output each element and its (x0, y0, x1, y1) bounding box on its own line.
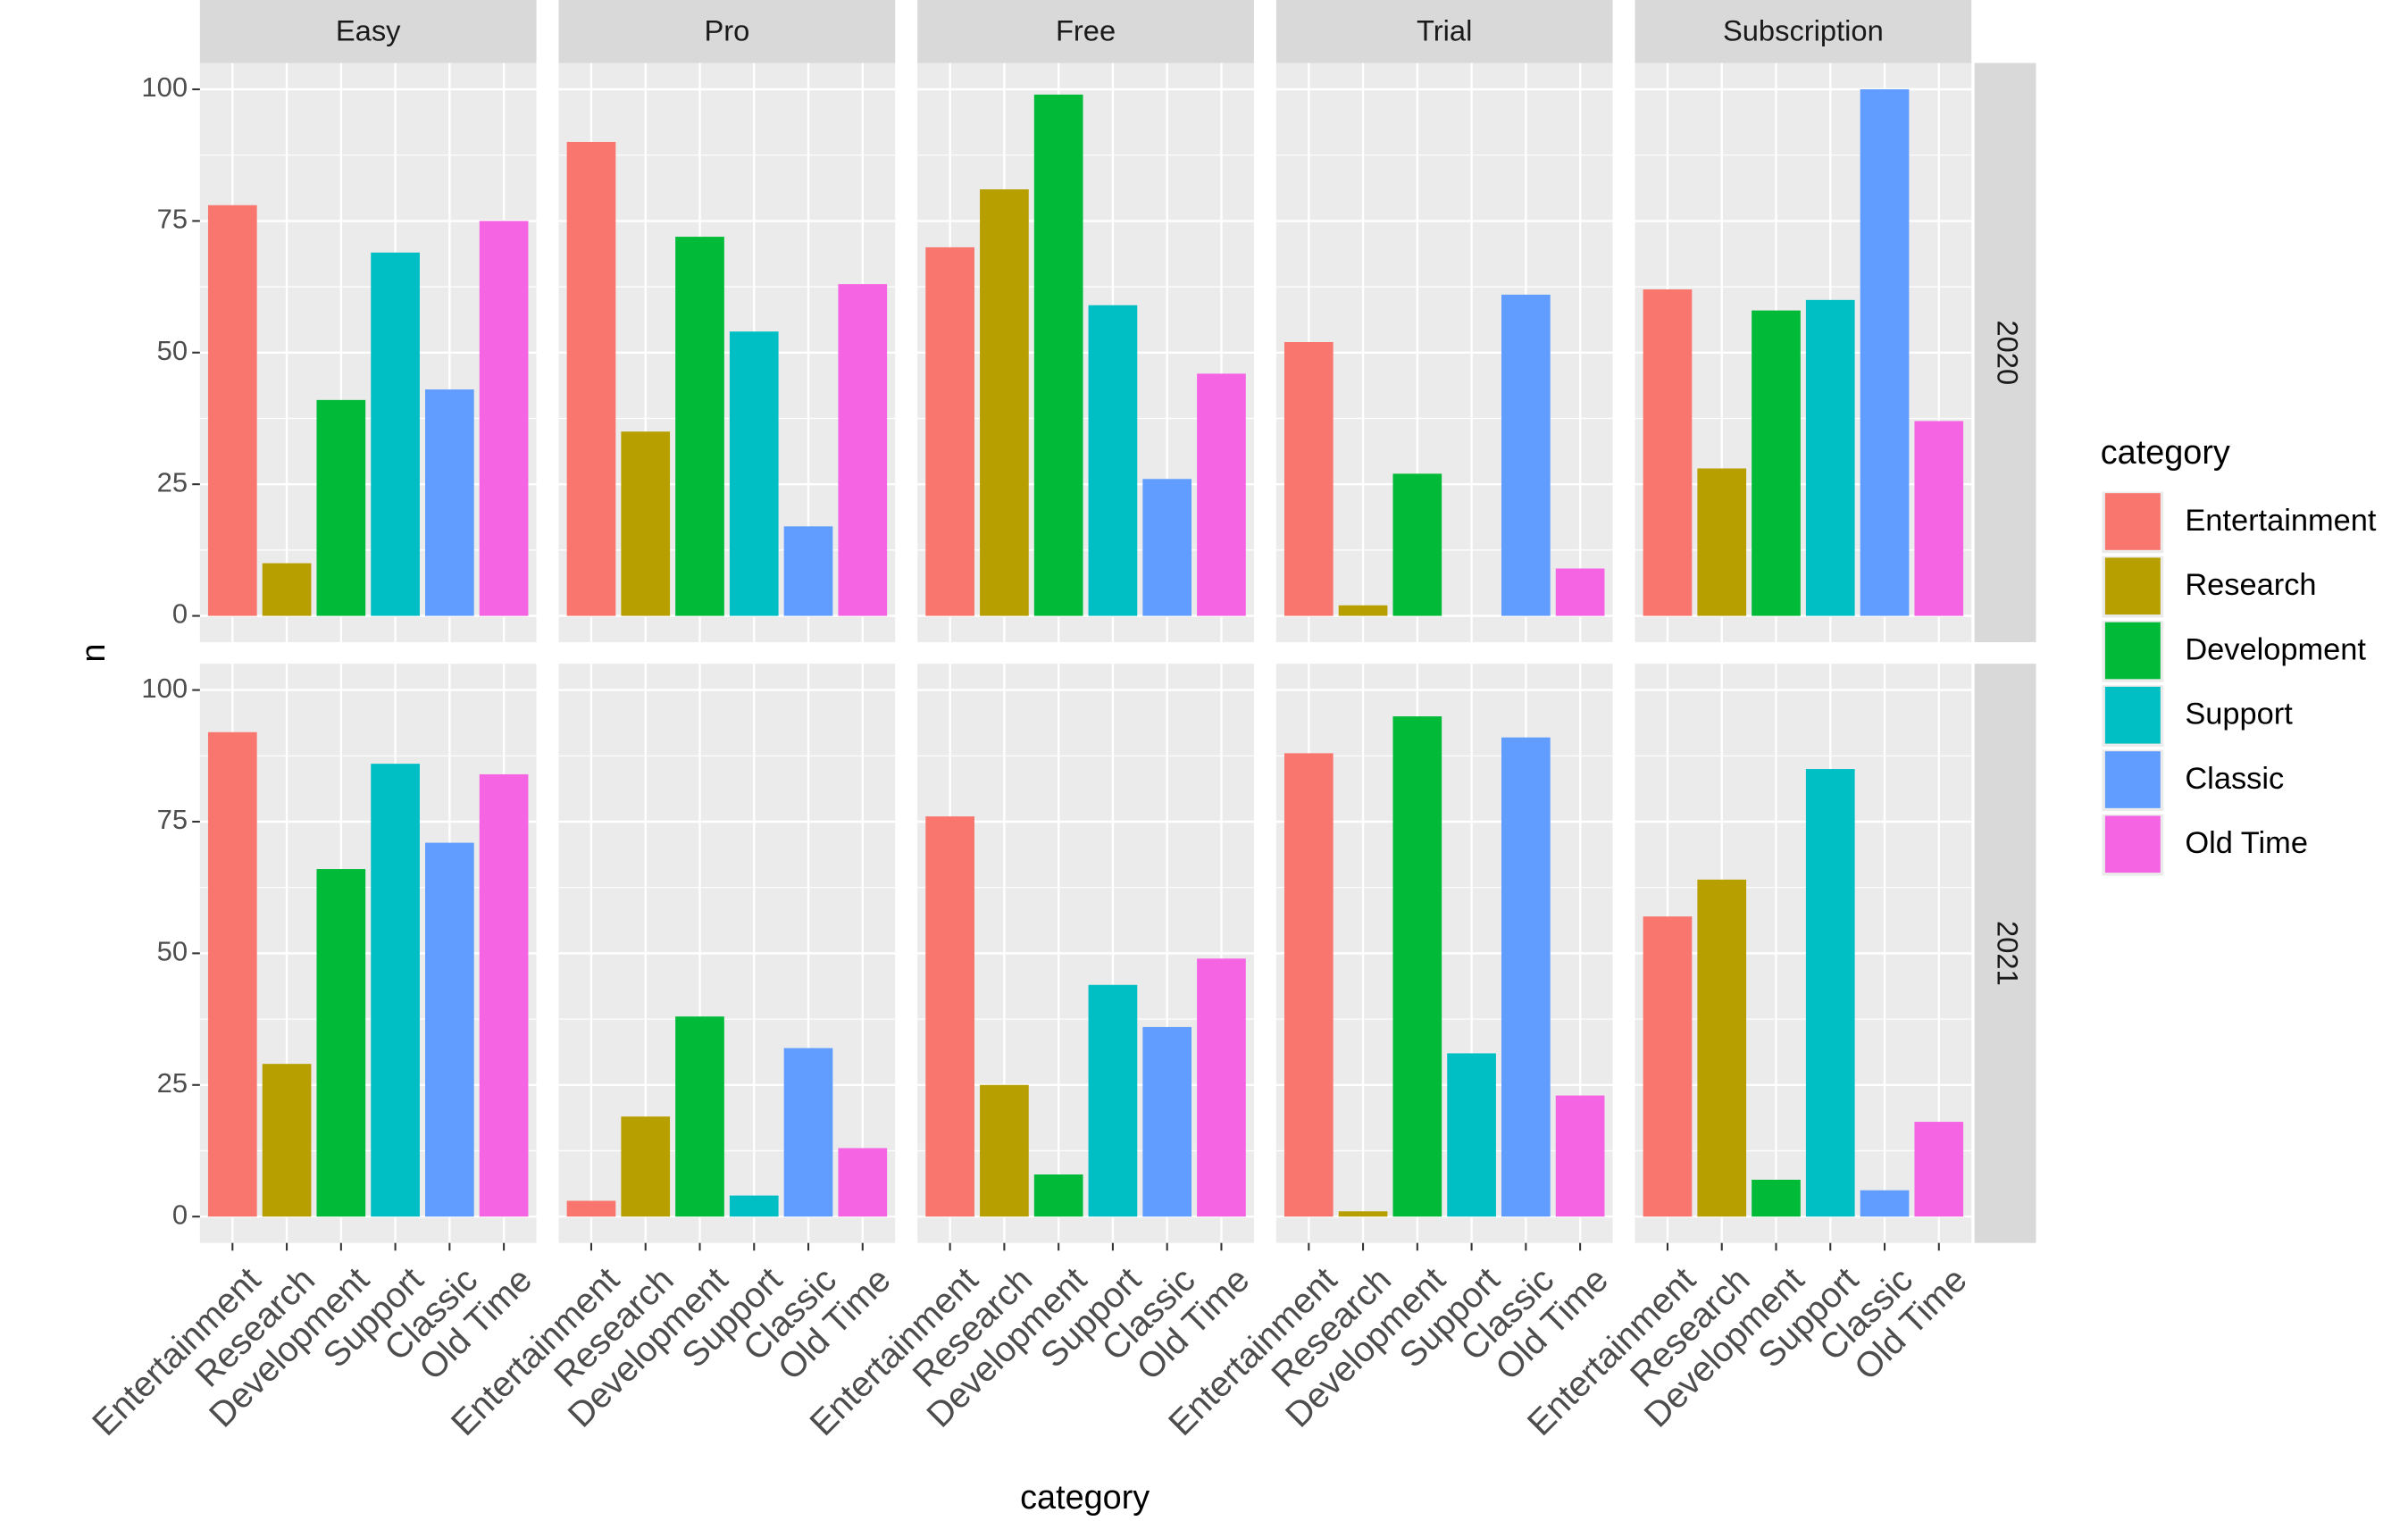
bar (1033, 94, 1083, 616)
y-tick-label: 50 (157, 335, 188, 366)
bar (1914, 421, 1964, 616)
bar (566, 141, 616, 616)
column-strip (1275, 0, 1613, 63)
bar (1197, 373, 1246, 616)
bar (566, 1200, 616, 1217)
bar (1197, 958, 1246, 1217)
bar (1088, 984, 1138, 1217)
legend-label: Development (2185, 632, 2366, 666)
x-axis-title: category (1020, 1479, 1150, 1517)
column-strip-label: Trial (1417, 14, 1472, 47)
bar (1033, 1174, 1083, 1217)
legend-label: Support (2185, 698, 2293, 731)
bar (262, 563, 312, 616)
bar (479, 221, 529, 616)
bar (425, 842, 474, 1217)
bar (1555, 568, 1605, 616)
column-strip (1635, 0, 1972, 63)
bar (1338, 605, 1388, 616)
bar (207, 731, 257, 1217)
bar (1501, 737, 1551, 1217)
bar (1501, 294, 1551, 616)
y-tick-label: 0 (172, 598, 188, 630)
bar (1643, 289, 1693, 616)
bar (316, 399, 366, 616)
y-tick-label: 100 (141, 71, 188, 103)
legend-key (2104, 557, 2161, 615)
y-tick-label: 50 (157, 936, 188, 967)
bar (1860, 89, 1910, 616)
legend-key (2104, 686, 2161, 744)
bar (783, 526, 833, 616)
column-strip-label: Free (1056, 14, 1116, 47)
bar (207, 205, 257, 616)
bar (1752, 310, 1801, 616)
column-strip-label: Subscription (1723, 14, 1884, 47)
row-strip (1974, 664, 2036, 1243)
bar (1752, 1179, 1801, 1217)
row-strip-label: 2020 (1991, 320, 2024, 385)
bar (479, 773, 529, 1217)
legend-title: category (2101, 434, 2230, 472)
legend-label: Old Time (2185, 826, 2308, 860)
legend-key (2104, 751, 2161, 808)
column-strip (558, 0, 896, 63)
bar (1805, 299, 1855, 616)
column-strip (199, 0, 537, 63)
bar (675, 1016, 724, 1217)
legend-key (2104, 815, 2161, 873)
bar (838, 1148, 888, 1217)
bar (425, 389, 474, 616)
bar (1447, 1053, 1496, 1217)
bar (729, 331, 779, 616)
bar (783, 1048, 833, 1217)
y-tick-label: 25 (157, 1067, 188, 1099)
bar (980, 189, 1029, 616)
y-tick-label: 100 (141, 673, 188, 704)
y-tick-label: 25 (157, 466, 188, 497)
bar (838, 284, 888, 616)
y-tick-label: 0 (172, 1199, 188, 1230)
bar (1555, 1095, 1605, 1217)
row-strip-label: 2021 (1991, 921, 2024, 986)
bar (1283, 753, 1334, 1217)
bar (1088, 305, 1138, 616)
bar (1283, 341, 1334, 616)
bar (1392, 716, 1442, 1217)
bar (1643, 916, 1693, 1217)
legend-key (2104, 622, 2161, 680)
bar (1142, 1026, 1192, 1217)
bar (1142, 479, 1192, 616)
bar (621, 1116, 671, 1217)
bar (316, 869, 366, 1217)
column-strip-label: Easy (336, 14, 401, 47)
bar (675, 237, 724, 616)
bar (1860, 1190, 1910, 1217)
row-strip (1974, 63, 2036, 643)
bar (1697, 879, 1747, 1217)
bar (621, 431, 671, 616)
y-axis-title: n (75, 644, 113, 663)
y-tick-label: 75 (157, 204, 188, 235)
bar (1697, 468, 1747, 616)
legend-label: Research (2185, 568, 2316, 602)
bar (925, 247, 974, 616)
legend-label: Entertainment (2185, 504, 2377, 538)
bar (371, 252, 420, 616)
bar (1805, 769, 1855, 1217)
bar (1914, 1122, 1964, 1217)
column-strip-label: Pro (704, 14, 749, 47)
legend-key (2104, 493, 2161, 550)
legend-label: Classic (2185, 762, 2284, 796)
y-tick-label: 75 (157, 804, 188, 835)
bar (729, 1195, 779, 1217)
bar (1338, 1211, 1388, 1217)
column-strip (917, 0, 1254, 63)
bar (1392, 473, 1442, 616)
bar (980, 1084, 1029, 1217)
bar (262, 1064, 312, 1217)
bar (371, 764, 420, 1217)
bar (925, 816, 974, 1217)
